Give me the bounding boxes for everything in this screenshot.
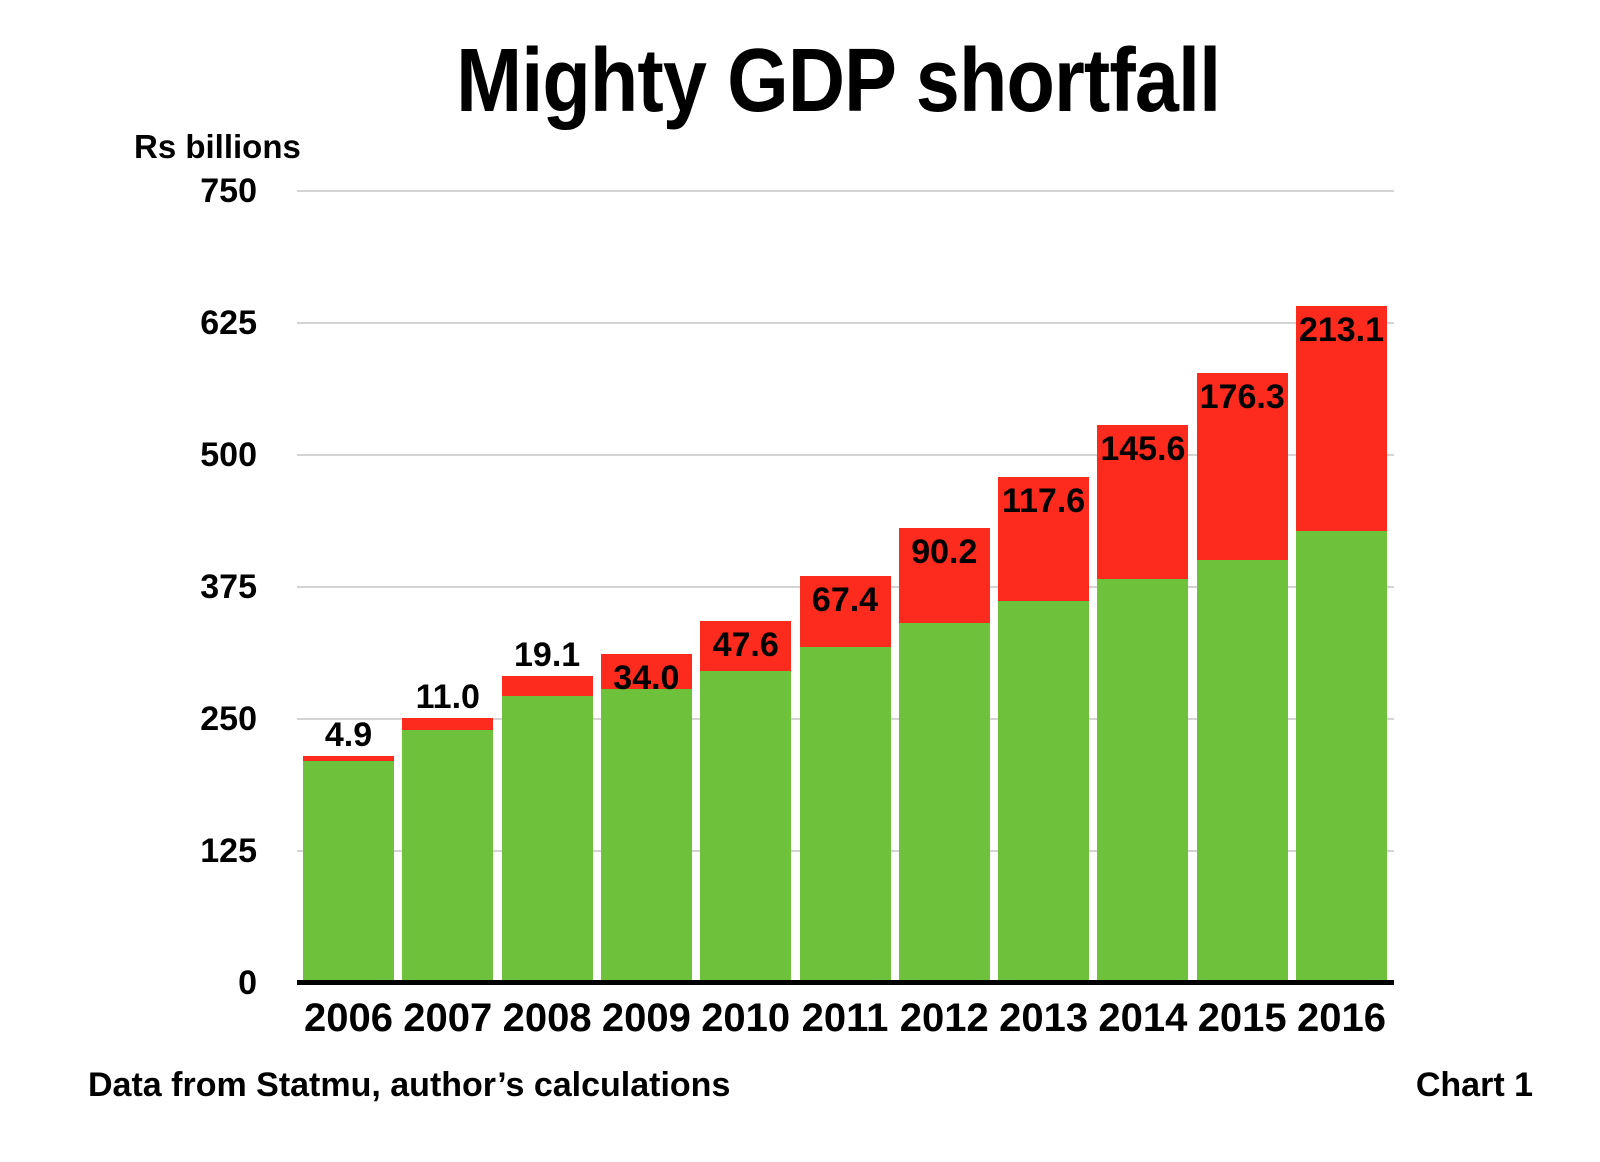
bar-red-shortfall-segment-2016 <box>1296 306 1387 532</box>
bar-2006: 4.9 <box>303 718 394 983</box>
gridline-625 <box>297 322 1394 324</box>
bar-2013: 117.6 <box>998 476 1090 983</box>
bar-red-shortfall-segment-2008 <box>501 675 593 696</box>
bar-2014: 145.6 <box>1097 424 1189 983</box>
bar-green-segment-2006 <box>303 761 394 983</box>
bar-red-shortfall-segment-2009 <box>600 653 692 690</box>
y-axis-tick-label-625: 625 <box>200 304 257 342</box>
x-axis-tick-label-2010: 2010 <box>701 996 791 1040</box>
bar-2009: 34.0 <box>600 653 692 983</box>
bar-green-segment-2016 <box>1296 531 1387 983</box>
x-axis-tick-label-2006: 2006 <box>304 996 393 1040</box>
bar-red-shortfall-segment-2013 <box>998 476 1090 601</box>
bar-red-shortfall-segment-2007 <box>402 717 494 730</box>
bar-green-segment-2014 <box>1097 578 1189 983</box>
bar-green-segment-2007 <box>402 729 494 983</box>
bar-red-shortfall-segment-2006 <box>303 756 394 762</box>
x-axis-tick-label-2014: 2014 <box>1098 996 1188 1040</box>
bar-green-segment-2015 <box>1196 559 1288 983</box>
bar-value-label-2007: 11.0 <box>415 677 480 716</box>
bar-red-shortfall-segment-2015 <box>1196 373 1288 560</box>
y-axis-tick-label-250: 250 <box>200 700 257 738</box>
bar-2010: 47.6 <box>700 621 792 983</box>
x-axis-tick-label-2012: 2012 <box>899 996 989 1040</box>
bar-green-segment-2011 <box>799 647 891 983</box>
chart-title: Mighty GDP shortfall <box>455 31 1221 131</box>
x-axis-tick-label-2009: 2009 <box>601 996 691 1040</box>
x-axis-tick-label-2013: 2013 <box>999 996 1089 1040</box>
bar-green-segment-2008 <box>501 695 593 983</box>
bar-red-shortfall-segment-2012 <box>898 527 990 623</box>
y-axis-tick-label-750: 750 <box>200 172 257 210</box>
bar-2015: 176.3 <box>1196 373 1288 983</box>
y-axis-tick-label-0: 0 <box>238 964 257 1002</box>
bar-2007: 11.0 <box>402 680 494 983</box>
bar-value-label-2012: 90.2 <box>911 532 978 571</box>
x-axis-tick-label-2011: 2011 <box>801 996 889 1040</box>
y-axis-tick-label-125: 125 <box>200 832 257 870</box>
chart-title-row: Mighty GDP shortfall <box>76 30 1600 134</box>
bar-value-label-2013: 117.6 <box>1001 481 1086 520</box>
x-axis-line <box>297 980 1394 985</box>
x-axis-tick-label-2016: 2016 <box>1297 996 1386 1040</box>
bar-value-label-2006: 4.9 <box>324 716 373 755</box>
x-axis-tick-label-2015: 2015 <box>1197 996 1287 1040</box>
gridline-500 <box>297 454 1394 456</box>
bar-value-label-2014: 145.6 <box>1100 429 1186 468</box>
bar-value-label-2010: 47.6 <box>712 626 779 665</box>
bar-green-segment-2010 <box>700 671 792 983</box>
x-axis-tick-label-2008: 2008 <box>502 996 592 1040</box>
x-axis-tick-label-2007: 2007 <box>403 996 493 1040</box>
footer-source-note: Data from Statmu, author’s calculations <box>88 1066 731 1104</box>
bar-green-segment-2013 <box>998 600 1090 983</box>
y-axis-tick-label-500: 500 <box>200 436 257 474</box>
y-axis-unit-label: Rs billions <box>134 128 301 165</box>
bar-value-label-2016: 213.1 <box>1298 311 1385 349</box>
bar-red-shortfall-segment-2014 <box>1097 424 1189 579</box>
gridline-750 <box>297 190 1394 192</box>
footer-chart-number: Chart 1 <box>1415 1066 1533 1104</box>
plot-area: 4.9 11.0 19.1 34.0 47.6 67.4 90.2 117.6 145.6 176… <box>297 190 1394 985</box>
bar-value-label-2008: 19.1 <box>514 635 581 674</box>
bar-red-shortfall-segment-2010 <box>700 621 792 672</box>
y-axis-tick-label-375: 375 <box>200 568 257 606</box>
bar-value-label-2009: 34.0 <box>613 658 680 697</box>
bar-value-label-2011: 67.4 <box>811 581 879 620</box>
bar-value-label-2015: 176.3 <box>1199 378 1285 417</box>
bar-red-shortfall-segment-2011 <box>799 576 891 648</box>
bar-2008: 19.1 <box>501 638 593 983</box>
bar-green-segment-2012 <box>898 622 990 983</box>
bar-2011: 67.4 <box>799 576 891 983</box>
bar-green-segment-2009 <box>600 689 692 983</box>
bar-2012: 90.2 <box>898 527 990 983</box>
bar-2016: 213.1 <box>1296 306 1387 983</box>
